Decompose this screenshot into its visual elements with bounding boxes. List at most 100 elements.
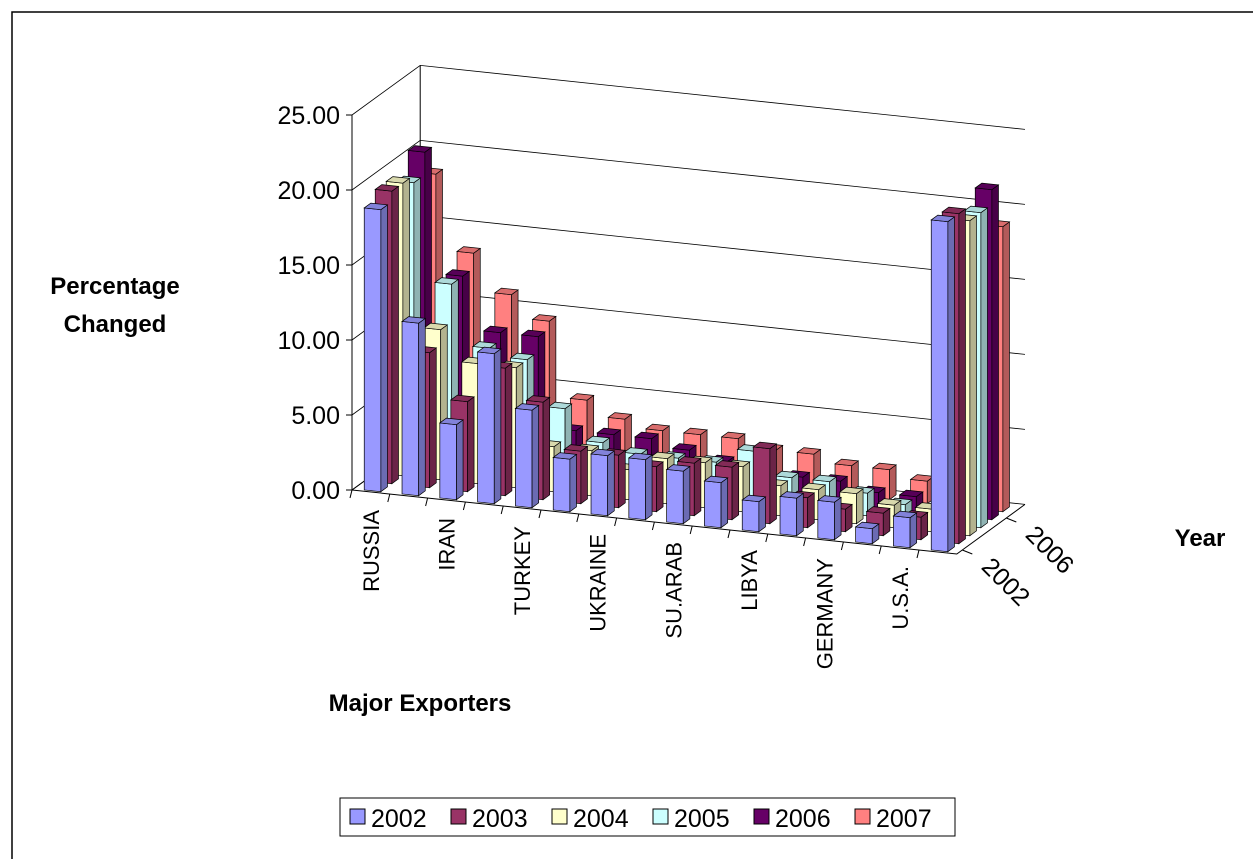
x-tick bbox=[576, 513, 580, 523]
bar-side bbox=[969, 215, 977, 537]
z-tick bbox=[962, 549, 973, 555]
bar-side bbox=[618, 449, 626, 509]
bar-top bbox=[607, 412, 633, 420]
bar-top bbox=[801, 482, 827, 491]
bar-top bbox=[665, 464, 691, 472]
bar-top bbox=[374, 184, 400, 192]
bar-top bbox=[363, 202, 389, 211]
bar-top bbox=[816, 495, 843, 503]
bar-front bbox=[590, 453, 609, 517]
bar-top bbox=[720, 431, 746, 440]
bar-front bbox=[704, 480, 722, 529]
bar-front bbox=[552, 457, 571, 513]
bar-side bbox=[807, 492, 815, 529]
y-tick-label: 0.00 bbox=[291, 477, 340, 505]
bar-front bbox=[779, 496, 798, 537]
bar-side bbox=[693, 457, 702, 517]
bar-top bbox=[714, 460, 740, 468]
bar-side bbox=[1002, 221, 1010, 513]
y-tick-label: 15.00 bbox=[277, 252, 340, 280]
x-axis-title: Major Exporters bbox=[328, 690, 512, 717]
bar-top bbox=[423, 322, 449, 331]
bar-top bbox=[563, 444, 589, 452]
legend-label: 2007 bbox=[876, 805, 932, 833]
bar bbox=[438, 417, 465, 501]
y-tick-label: 10.00 bbox=[277, 327, 340, 355]
bar-top bbox=[476, 346, 502, 355]
bar-top bbox=[596, 427, 622, 436]
legend-label: 2004 bbox=[573, 805, 629, 833]
bar-side bbox=[958, 208, 966, 545]
bar-front bbox=[363, 207, 382, 493]
bar-front bbox=[477, 351, 495, 505]
bar-top bbox=[741, 494, 767, 503]
x-tick bbox=[651, 521, 655, 531]
x-tick bbox=[803, 537, 807, 547]
x-tick-label: LIBYA bbox=[737, 550, 762, 611]
x-tick-label: RUSSIA bbox=[359, 510, 384, 592]
x-tick bbox=[878, 545, 882, 555]
bar-top bbox=[963, 205, 989, 214]
bar bbox=[703, 475, 729, 529]
bar-front bbox=[930, 219, 949, 553]
bar-top bbox=[865, 506, 891, 514]
bar-top bbox=[871, 462, 898, 471]
bar-top bbox=[627, 452, 654, 461]
bar-front bbox=[515, 408, 533, 509]
bar-side bbox=[947, 216, 955, 553]
legend-label: 2003 bbox=[472, 805, 528, 833]
bar-front bbox=[439, 422, 457, 501]
bar-top bbox=[445, 269, 471, 277]
x-tick-label: GERMANY bbox=[813, 558, 838, 670]
bar-side bbox=[769, 443, 777, 525]
bar-side bbox=[493, 348, 502, 505]
x-tick bbox=[727, 529, 731, 539]
walls: 0.00 5.00 10.00 15.00 20.00 25.00 bbox=[277, 64, 1026, 555]
bar-side bbox=[889, 464, 897, 501]
bar-side bbox=[504, 362, 513, 497]
bar-top bbox=[649, 451, 676, 460]
x-tick bbox=[689, 525, 693, 535]
bar-top bbox=[385, 176, 411, 184]
bar-side bbox=[720, 477, 729, 529]
bar-top bbox=[449, 394, 476, 403]
bar-side bbox=[456, 419, 464, 501]
legend-swatch bbox=[450, 808, 467, 825]
bar-side bbox=[656, 461, 664, 513]
z-tick-label: 2002 bbox=[976, 552, 1035, 611]
bar-top bbox=[834, 458, 860, 467]
bar-top bbox=[547, 401, 573, 410]
bar-top bbox=[456, 246, 482, 254]
bar-side bbox=[834, 496, 842, 541]
bar-top bbox=[676, 456, 702, 464]
bar bbox=[854, 521, 880, 545]
bar bbox=[552, 452, 578, 513]
bar-front bbox=[628, 457, 646, 521]
bar bbox=[741, 494, 767, 533]
bar-side bbox=[758, 496, 766, 533]
bar-front bbox=[817, 500, 835, 541]
bar-top bbox=[876, 498, 902, 506]
bar-top bbox=[590, 448, 616, 457]
bar-top bbox=[941, 206, 967, 215]
x-tick-label: TURKEY bbox=[510, 526, 535, 616]
bar-top bbox=[752, 441, 778, 450]
bar-side bbox=[429, 347, 437, 489]
bar-top bbox=[796, 447, 822, 455]
bar bbox=[401, 316, 427, 497]
bar-top bbox=[552, 452, 578, 460]
bar-top bbox=[401, 316, 427, 324]
bar-top bbox=[520, 329, 546, 338]
legend-label: 2005 bbox=[674, 805, 730, 833]
bar-top bbox=[671, 443, 698, 451]
bar-side bbox=[796, 492, 804, 537]
x-tick bbox=[425, 497, 429, 507]
bar-side bbox=[645, 454, 653, 521]
bar bbox=[476, 346, 502, 505]
bar-top bbox=[434, 277, 460, 285]
bar-side bbox=[418, 317, 426, 497]
z-tick bbox=[1006, 517, 1017, 523]
